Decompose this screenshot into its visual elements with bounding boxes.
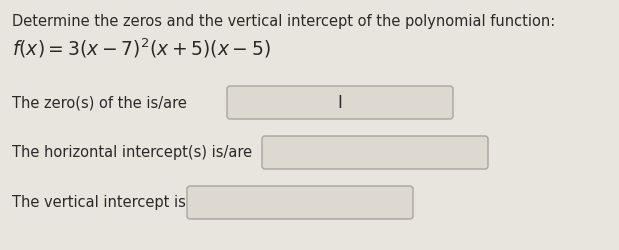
Text: I: I xyxy=(337,94,342,112)
Text: The vertical intercept is: The vertical intercept is xyxy=(12,196,186,210)
Text: Determine the zeros and the vertical intercept of the polynomial function:: Determine the zeros and the vertical int… xyxy=(12,14,555,29)
Text: The horizontal intercept(s) is/are: The horizontal intercept(s) is/are xyxy=(12,146,252,160)
Text: The zero(s) of the is/are: The zero(s) of the is/are xyxy=(12,96,187,110)
FancyBboxPatch shape xyxy=(227,86,453,119)
FancyBboxPatch shape xyxy=(187,186,413,219)
Text: $f(x) = 3(x - 7)^2(x + 5)(x - 5)$: $f(x) = 3(x - 7)^2(x + 5)(x - 5)$ xyxy=(12,36,271,60)
FancyBboxPatch shape xyxy=(262,136,488,169)
